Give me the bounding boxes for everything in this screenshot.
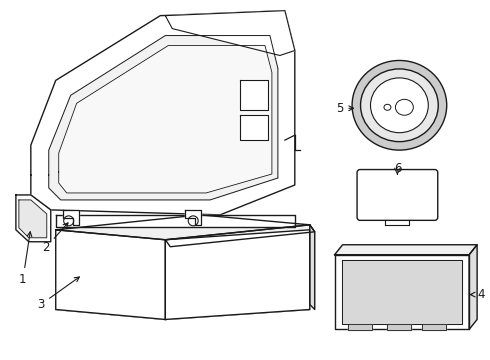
Polygon shape <box>56 215 295 227</box>
Text: 6: 6 <box>393 162 401 175</box>
Ellipse shape <box>361 69 438 141</box>
Polygon shape <box>56 215 310 240</box>
Polygon shape <box>49 36 278 200</box>
Polygon shape <box>19 200 47 238</box>
Text: 3: 3 <box>37 277 79 311</box>
Polygon shape <box>335 255 469 329</box>
Polygon shape <box>240 80 268 110</box>
Polygon shape <box>165 230 310 319</box>
Text: 2: 2 <box>42 223 68 254</box>
Polygon shape <box>59 45 272 193</box>
Polygon shape <box>31 11 295 215</box>
Polygon shape <box>185 210 201 225</box>
Polygon shape <box>310 225 315 310</box>
Polygon shape <box>165 11 295 55</box>
Polygon shape <box>469 245 477 329</box>
Text: 5: 5 <box>336 102 354 115</box>
Polygon shape <box>63 210 78 225</box>
Polygon shape <box>347 324 371 330</box>
Ellipse shape <box>352 60 447 150</box>
Polygon shape <box>342 260 462 324</box>
Text: 4: 4 <box>470 288 485 301</box>
Polygon shape <box>56 230 165 319</box>
Polygon shape <box>422 324 446 330</box>
FancyBboxPatch shape <box>357 170 438 220</box>
Polygon shape <box>165 225 315 247</box>
Polygon shape <box>16 195 51 242</box>
Polygon shape <box>240 115 268 140</box>
Polygon shape <box>335 245 477 255</box>
Polygon shape <box>388 324 412 330</box>
Ellipse shape <box>370 78 428 133</box>
Text: 1: 1 <box>19 232 32 286</box>
